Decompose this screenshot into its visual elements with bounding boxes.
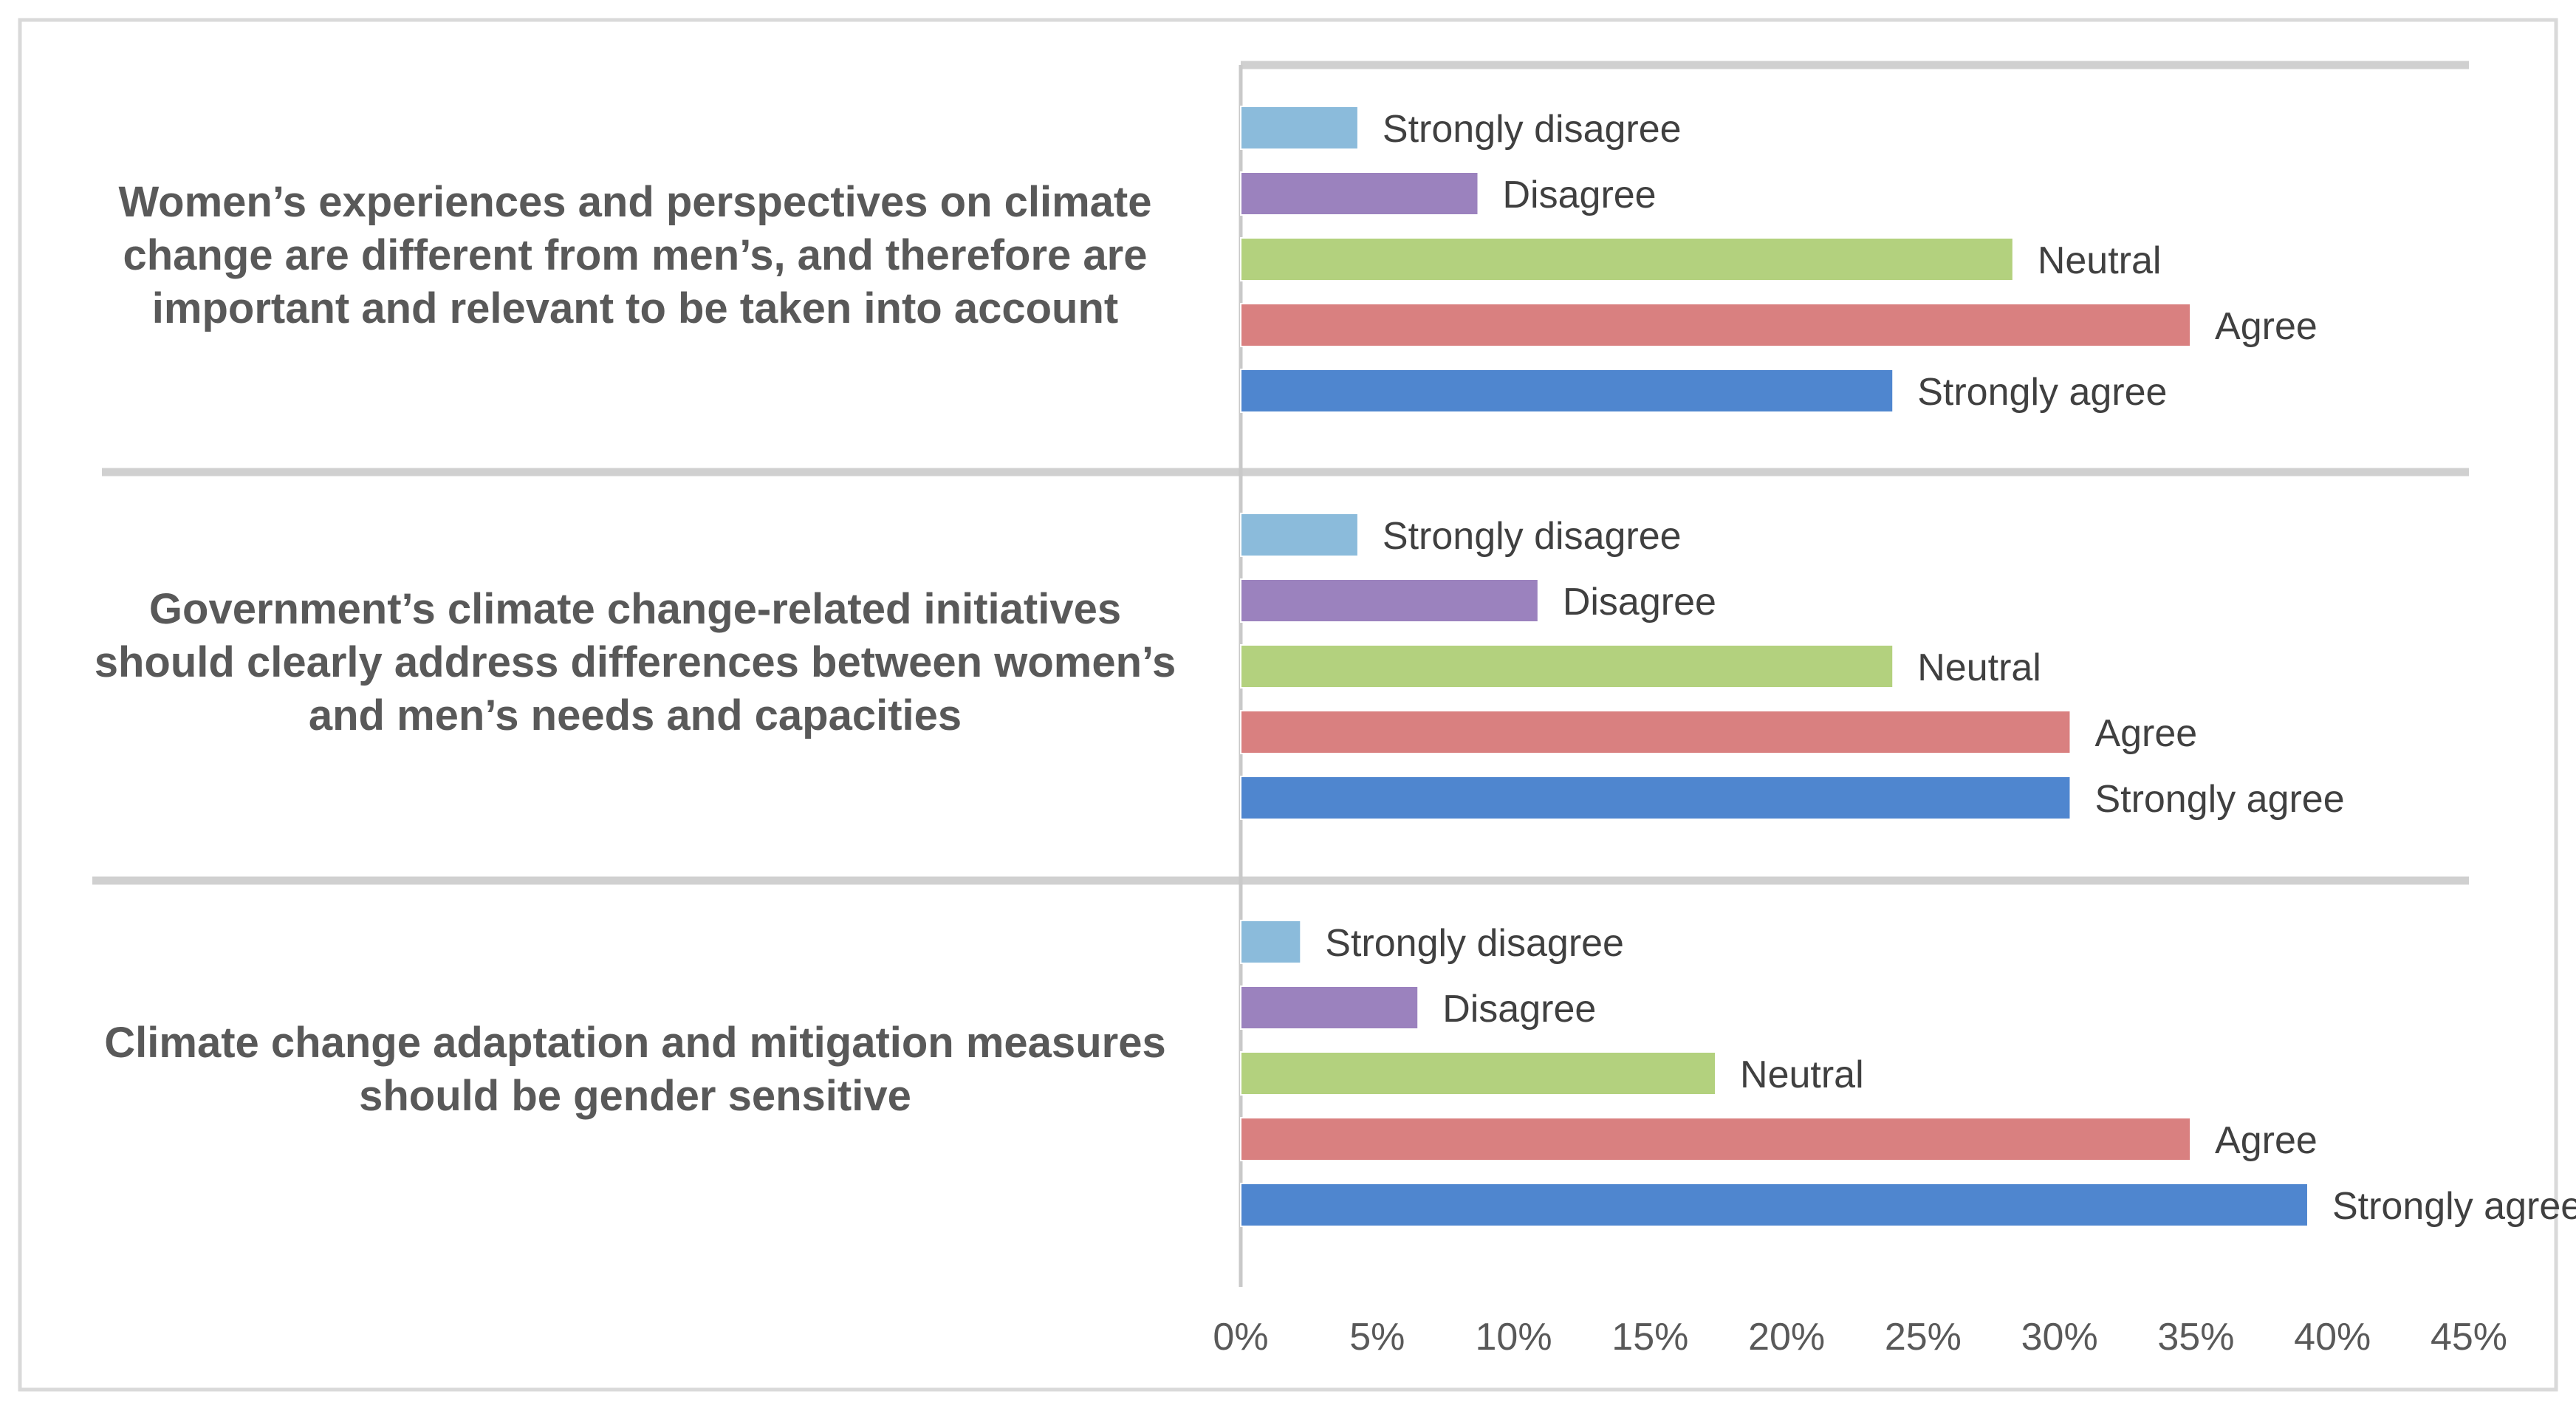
group-label-line: should clearly address differences betwe… <box>95 638 1176 686</box>
group-labels-layer: Women’s experiences and perspectives on … <box>95 178 1176 1120</box>
bar-label-agree: Agree <box>2215 305 2318 348</box>
bar-label-strongly-disagree: Strongly disagree <box>1325 922 1624 965</box>
group-dividers <box>92 61 2469 885</box>
bar-label-neutral: Neutral <box>1917 646 2041 689</box>
bar-labels-layer: Strongly disagree Disagree Neutral Agree Str… <box>1325 108 2576 1228</box>
bars-layer <box>1240 106 2309 1227</box>
bar-strongly-disagree <box>1240 920 1302 964</box>
group-label-line: important and relevant to be taken into … <box>152 284 1118 332</box>
x-tick-label: 25% <box>1885 1316 1962 1359</box>
group-label-line: should be gender sensitive <box>359 1072 911 1120</box>
group-label-line: and men’s needs and capacities <box>309 691 962 739</box>
x-tick-label: 35% <box>2157 1316 2234 1359</box>
bar-label-neutral: Neutral <box>1740 1053 1864 1096</box>
bar-agree <box>1240 1117 2192 1161</box>
bar-label-strongly-agree: Strongly agree <box>1917 371 2167 414</box>
bar-disagree <box>1240 171 1479 216</box>
group-label-line: Government’s climate change-related init… <box>149 585 1121 633</box>
bar-strongly-agree <box>1240 1183 2309 1227</box>
bar-label-disagree: Disagree <box>1503 174 1657 216</box>
x-tick-label: 40% <box>2294 1316 2371 1359</box>
bar-label-strongly-agree: Strongly agree <box>2094 778 2344 821</box>
bar-neutral <box>1240 237 2014 281</box>
bar-strongly-disagree <box>1240 106 1359 150</box>
group-label-line: Women’s experiences and perspectives on … <box>118 178 1151 226</box>
x-tick-label: 0% <box>1213 1316 1268 1359</box>
bar-agree <box>1240 303 2192 347</box>
x-tick-label: 45% <box>2431 1316 2507 1359</box>
bar-neutral <box>1240 1051 1717 1096</box>
bar-label-neutral: Neutral <box>2038 239 2162 282</box>
bar-label-strongly-disagree: Strongly disagree <box>1383 515 1682 558</box>
x-tick-label: 5% <box>1349 1316 1405 1359</box>
bar-disagree <box>1240 985 1419 1030</box>
x-tick-label: 15% <box>1611 1316 1688 1359</box>
bar-disagree <box>1240 578 1539 623</box>
x-axis-ticks: 0% 5% 10% 15% 20% 25% 30% 35% 40% 45% <box>1213 1316 2507 1359</box>
bar-agree <box>1240 710 2072 754</box>
bar-strongly-agree <box>1240 369 1894 413</box>
x-tick-label: 10% <box>1476 1316 1552 1359</box>
x-tick-label: 30% <box>2021 1316 2098 1359</box>
group-label-line: change are different from men’s, and the… <box>123 231 1147 279</box>
bar-neutral <box>1240 644 1894 689</box>
bar-strongly-disagree <box>1240 513 1359 557</box>
x-tick-label: 20% <box>1748 1316 1825 1359</box>
bar-label-agree: Agree <box>2094 712 2197 755</box>
bar-label-disagree: Disagree <box>1442 988 1596 1031</box>
bar-label-strongly-agree: Strongly agree <box>2332 1185 2576 1228</box>
bar-label-agree: Agree <box>2215 1119 2318 1162</box>
group-label-line: Climate change adaptation and mitigation… <box>104 1019 1165 1067</box>
bar-label-strongly-disagree: Strongly disagree <box>1383 108 1682 151</box>
bar-strongly-agree <box>1240 776 2072 820</box>
bar-label-disagree: Disagree <box>1563 581 1716 623</box>
